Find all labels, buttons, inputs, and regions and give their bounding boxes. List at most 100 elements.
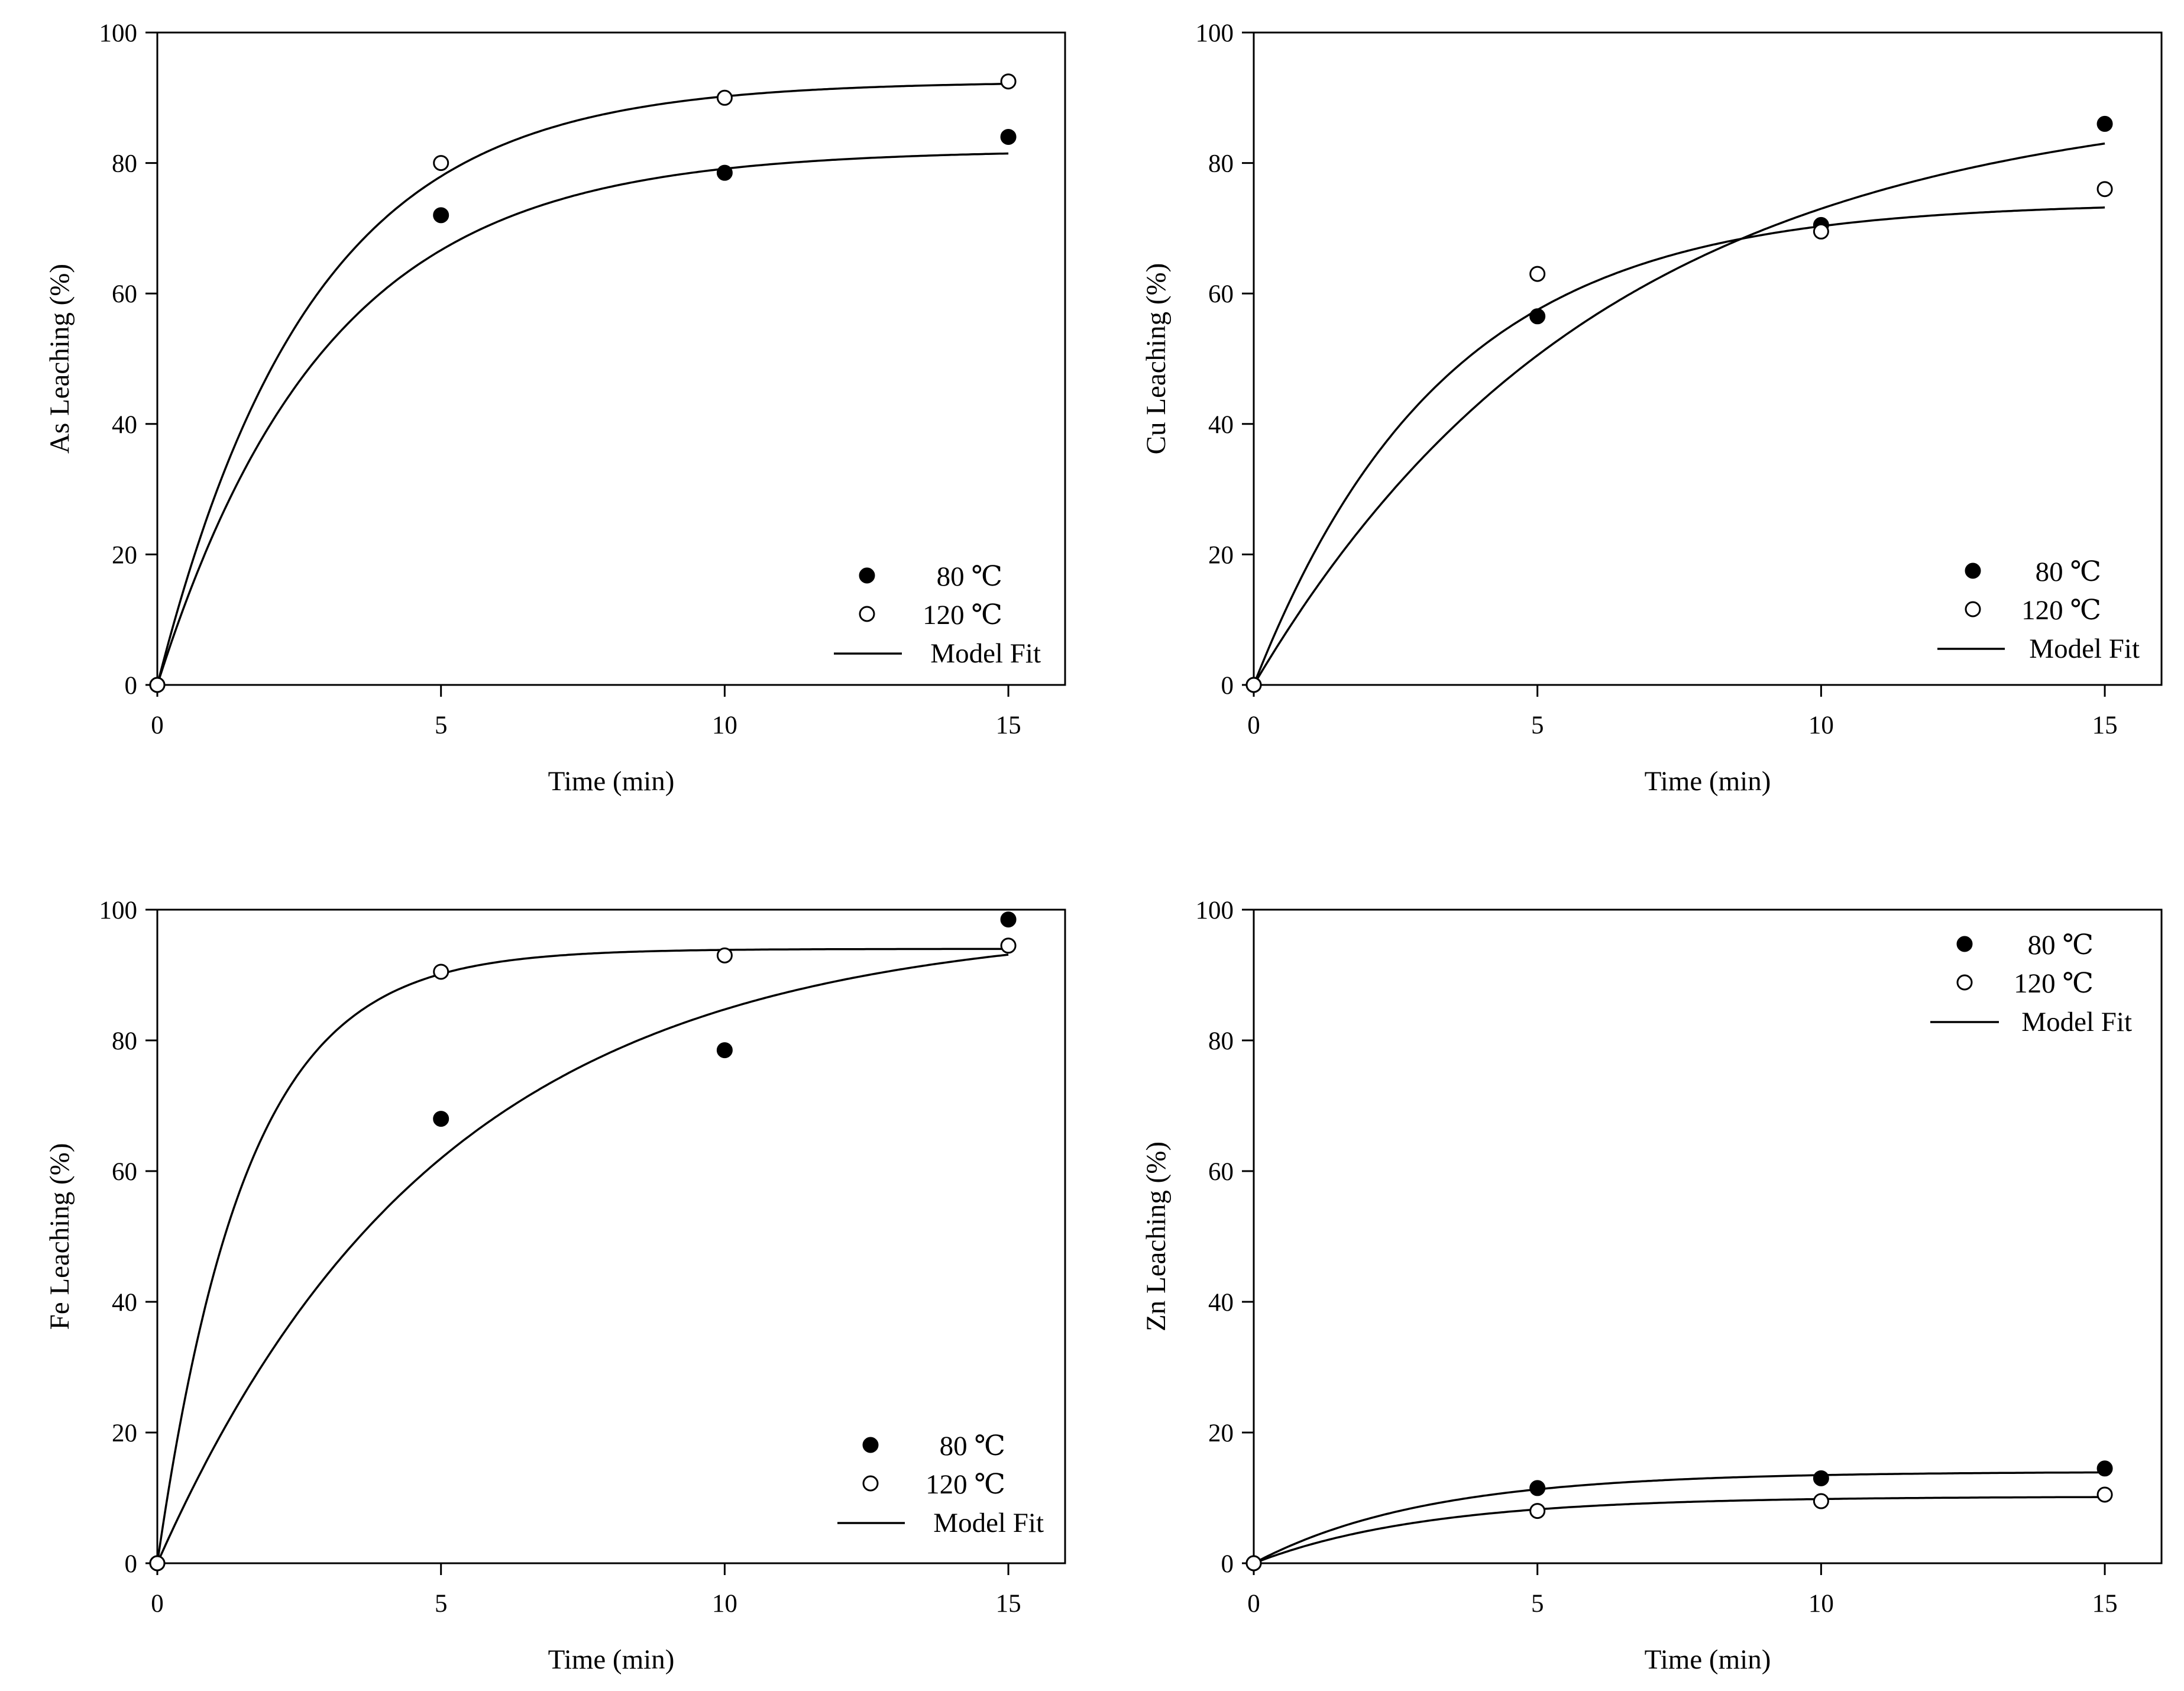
data-point-80c [1000,128,1017,145]
legend-label: 120 ℃ [2021,595,2101,626]
x-tick-label: 5 [1531,1590,1544,1618]
y-tick-label: 80 [112,150,137,178]
chart-panel-bottom-left: 0 20 40 60 80 100 0 5 10 15 Time (min) Fe Leaching … [44,897,1066,1675]
y-tick-label: 40 [112,411,137,439]
x-tick-label: 10 [712,1590,737,1618]
legend-label: 120 ℃ [2014,968,2094,999]
y-tick-label: 20 [112,541,137,569]
x-axis-label: Time (min) [548,766,675,797]
data-point-120c [2096,1486,2113,1503]
data-point-80c [716,164,733,181]
data-point-80c [433,1111,449,1127]
x-tick-label: 15 [996,712,1021,739]
chart-panel-top-right: 0 20 40 60 80 100 0 5 10 15 Time (min) Cu Leaching … [1141,20,2163,797]
y-tick-label: 100 [1196,897,1234,924]
data-point-80c [1529,1480,1546,1496]
data-point-80c [433,207,449,224]
legend-label: Model Fit [933,1508,1044,1538]
data-point-120c [1245,1555,1262,1572]
data-point-80c [2096,115,2113,132]
x-tick-label: 0 [1247,712,1260,739]
data-point-120c [2096,181,2113,198]
data-point-120c [1529,266,1546,282]
model-fit-curve [1253,142,2105,686]
data-point-80c [2096,1460,2113,1477]
data-point-120c [1245,677,1262,693]
model-fit-curve [156,152,1009,686]
model-fit-curve [156,953,1009,1564]
y-axis-label: As Leaching (%) [44,264,75,454]
x-tick-label: 0 [151,712,164,739]
y-tick-label: 60 [112,1158,137,1186]
legend-label: 80 ℃ [2036,557,2101,587]
plot-frame [156,908,1066,1564]
x-tick-label: 10 [1808,712,1834,739]
legend-marker [859,606,875,622]
x-axis-label: Time (min) [548,1644,675,1675]
y-tick-label: 100 [99,20,138,47]
y-tick-label: 100 [99,897,138,924]
y-tick-label: 60 [1208,1158,1234,1186]
y-tick-label: 20 [1208,541,1234,569]
legend-marker [1965,562,1981,579]
x-axis-label: Time (min) [1645,766,1771,797]
data-point-80c [1529,308,1546,325]
data-point-120c [433,155,449,172]
legend-label: 120 ℃ [923,600,1002,631]
legend-label: Model Fit [2021,1007,2132,1037]
x-tick-label: 10 [712,712,737,739]
legend-label: Model Fit [930,638,1041,669]
plot-frame [156,31,1066,686]
x-tick-label: 5 [435,712,448,739]
data-point-120c [1813,223,1829,240]
x-tick-label: 5 [435,1590,448,1618]
y-tick-label: 100 [1196,20,1234,47]
y-tick-label: 0 [125,672,138,700]
legend-label: 80 ℃ [940,1431,1005,1462]
y-tick-label: 40 [1208,411,1234,439]
legend-marker [859,567,875,584]
x-tick-label: 15 [2092,712,2118,739]
legend-marker [862,1437,879,1453]
data-point-120c [433,963,449,980]
y-tick-label: 60 [112,280,137,308]
model-fit-curve [1253,1496,2105,1564]
legend-marker [862,1475,879,1492]
y-axis-label: Fe Leaching (%) [44,1143,75,1330]
model-fit-curve [1253,1471,2105,1564]
legend-label: Model Fit [2029,633,2140,664]
legend-marker [1965,601,1981,617]
x-tick-label: 5 [1531,712,1544,739]
y-tick-label: 40 [112,1289,137,1317]
x-tick-label: 0 [1247,1590,1260,1618]
chart-panel-bottom-right: 0 20 40 60 80 100 0 5 10 15 Time (min) Zn Leaching … [1141,897,2163,1675]
model-fit-curve [156,948,1009,1564]
plot-frame [1253,31,2163,686]
x-tick-label: 15 [2092,1590,2118,1618]
data-point-120c [1529,1503,1546,1519]
y-axis-label: Zn Leaching (%) [1141,1142,1172,1331]
y-tick-label: 0 [1221,1550,1234,1578]
y-tick-label: 80 [1208,1027,1234,1055]
data-point-120c [716,89,733,106]
y-tick-label: 40 [1208,1289,1234,1317]
x-tick-label: 10 [1808,1590,1834,1618]
data-point-80c [1813,1470,1829,1486]
data-point-120c [1000,937,1017,954]
y-tick-label: 60 [1208,280,1234,308]
legend-marker [1956,936,1973,952]
chart-panel-top-left: 0 20 40 60 80 100 0 5 10 15 Time (min) As Leaching … [44,20,1066,797]
data-point-80c [716,1042,733,1059]
x-axis-label: Time (min) [1645,1644,1771,1675]
y-tick-label: 20 [112,1420,137,1447]
y-tick-label: 80 [112,1027,137,1055]
x-tick-label: 15 [996,1590,1021,1618]
model-fit-curve [156,82,1009,686]
legend-label: 80 ℃ [2028,930,2094,961]
x-tick-label: 0 [151,1590,164,1618]
y-axis-label: Cu Leaching (%) [1141,263,1172,455]
data-point-120c [716,947,733,963]
model-fit-curve [1253,206,2105,686]
legend-label: 120 ℃ [926,1469,1005,1500]
legend-label: 80 ℃ [937,561,1002,592]
